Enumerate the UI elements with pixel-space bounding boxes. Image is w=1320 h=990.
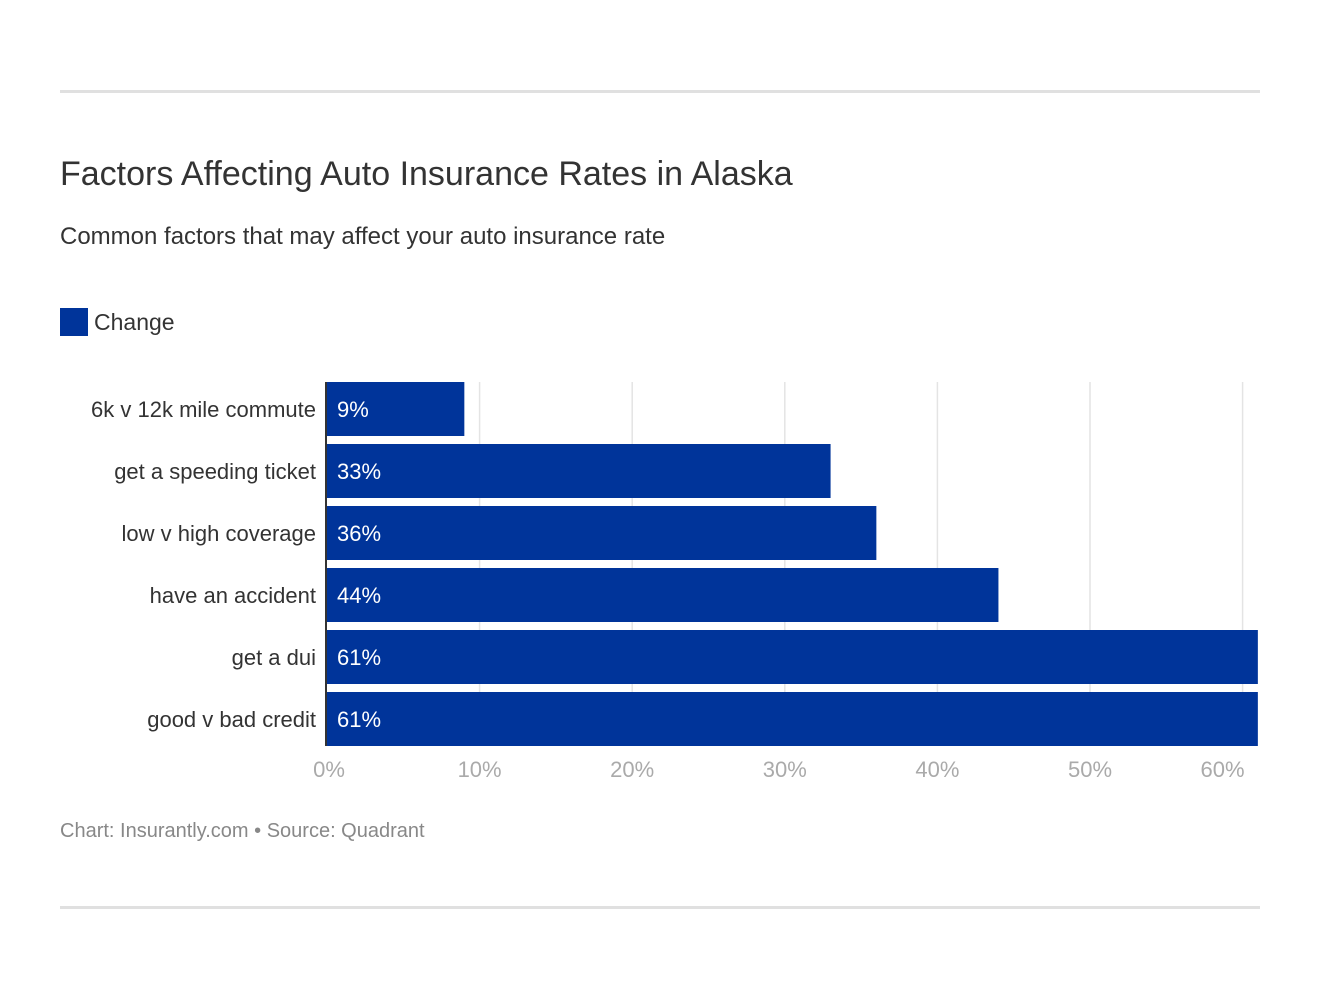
- data-label: 61%: [337, 645, 381, 670]
- chart-subtitle: Common factors that may affect your auto…: [60, 223, 666, 250]
- bar: [327, 630, 1258, 684]
- x-tick-label: 10%: [458, 757, 502, 782]
- x-tick-label: 40%: [915, 757, 959, 782]
- category-label: good v bad credit: [147, 707, 316, 732]
- bar: [327, 382, 465, 436]
- category-label: get a speeding ticket: [114, 459, 316, 484]
- data-label: 61%: [337, 707, 381, 732]
- data-label: 44%: [337, 583, 381, 608]
- x-tick-label: 20%: [610, 757, 654, 782]
- legend: Change: [60, 308, 175, 336]
- bar: [327, 506, 877, 560]
- bar: [327, 568, 999, 622]
- bottom-divider: [60, 906, 1260, 909]
- legend-label: Change: [94, 308, 175, 335]
- category-label: low v high coverage: [122, 521, 316, 546]
- bar: [327, 692, 1258, 746]
- bar: [327, 444, 831, 498]
- legend-swatch: [60, 308, 88, 336]
- x-tick-label: 50%: [1068, 757, 1112, 782]
- category-label: have an accident: [150, 583, 316, 608]
- chart-title: Factors Affecting Auto Insurance Rates i…: [60, 155, 793, 193]
- category-label: get a dui: [232, 645, 316, 670]
- x-tick-label: 60%: [1201, 757, 1245, 782]
- category-label: 6k v 12k mile commute: [91, 397, 316, 422]
- data-label: 36%: [337, 521, 381, 546]
- chart-footer: Chart: Insurantly.com • Source: Quadrant: [60, 820, 425, 842]
- x-tick-label: 0%: [313, 757, 345, 782]
- x-tick-label: 30%: [763, 757, 807, 782]
- data-label: 9%: [337, 397, 369, 422]
- data-label: 33%: [337, 459, 381, 484]
- top-divider: [60, 90, 1260, 93]
